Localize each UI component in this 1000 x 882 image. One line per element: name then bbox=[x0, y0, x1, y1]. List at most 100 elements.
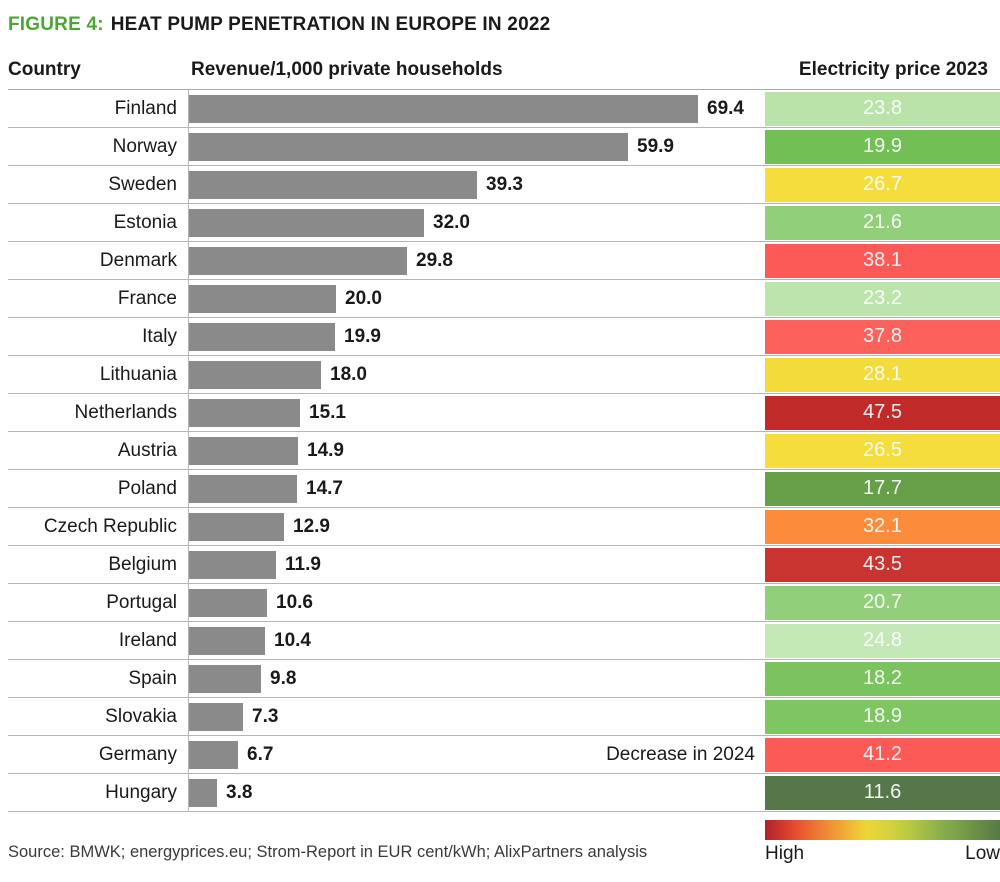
revenue-bar bbox=[189, 740, 238, 769]
revenue-bar bbox=[189, 246, 407, 275]
country-label: Slovakia bbox=[105, 705, 177, 727]
electricity-price-cell: 23.2 bbox=[765, 281, 1000, 316]
figure-number-label: FIGURE 4: bbox=[8, 14, 104, 35]
country-label: Estonia bbox=[113, 211, 177, 233]
revenue-value-label: 11.9 bbox=[285, 553, 321, 575]
country-label: Norway bbox=[112, 135, 177, 157]
electricity-price-cell: 24.8 bbox=[765, 623, 1000, 658]
country-label: Lithuania bbox=[99, 363, 177, 385]
electricity-price-cell: 28.1 bbox=[765, 357, 1000, 392]
bar-area: 14.9 bbox=[188, 432, 765, 469]
column-headers: Country Revenue/1,000 private households… bbox=[8, 52, 1000, 90]
country-label: Sweden bbox=[108, 173, 177, 195]
bar-area: 7.3 bbox=[188, 698, 765, 735]
country-label: France bbox=[117, 287, 177, 309]
electricity-price-cell: 17.7 bbox=[765, 471, 1000, 506]
table-row: Hungary 3.8 11.6 bbox=[8, 774, 1000, 812]
revenue-value-label: 7.3 bbox=[252, 705, 279, 727]
table-row: Poland 14.7 17.7 bbox=[8, 470, 1000, 508]
table-row: Austria 14.9 26.5 bbox=[8, 432, 1000, 470]
country-label: Belgium bbox=[108, 553, 177, 575]
table-row: Denmark 29.8 38.1 bbox=[8, 242, 1000, 280]
bar-area: 59.9 bbox=[188, 128, 765, 165]
electricity-price-cell: 20.7 bbox=[765, 585, 1000, 620]
revenue-bar bbox=[189, 436, 298, 465]
country-label: Poland bbox=[117, 477, 177, 499]
revenue-value-label: 6.7 bbox=[247, 743, 274, 765]
table-row: Spain 9.8 18.2 bbox=[8, 660, 1000, 698]
revenue-bar bbox=[189, 94, 698, 123]
bar-area: 20.0 bbox=[188, 280, 765, 317]
table-row: Slovakia 7.3 18.9 bbox=[8, 698, 1000, 736]
country-label: Portugal bbox=[106, 591, 177, 613]
bar-area: 18.0 bbox=[188, 356, 765, 393]
electricity-price-cell: 11.6 bbox=[765, 775, 1000, 810]
revenue-value-label: 12.9 bbox=[293, 515, 330, 537]
annotation-note: Decrease in 2024 bbox=[606, 743, 755, 765]
table-row: Czech Republic 12.9 32.1 bbox=[8, 508, 1000, 546]
table-row: Finland 69.4 23.8 bbox=[8, 90, 1000, 128]
bar-area: 10.4 bbox=[188, 622, 765, 659]
revenue-value-label: 14.9 bbox=[307, 439, 344, 461]
table-row: France 20.0 23.2 bbox=[8, 280, 1000, 318]
country-label: Ireland bbox=[118, 629, 177, 651]
table-row: Portugal 10.6 20.7 bbox=[8, 584, 1000, 622]
revenue-value-label: 29.8 bbox=[416, 249, 453, 271]
revenue-bar bbox=[189, 664, 261, 693]
revenue-value-label: 14.7 bbox=[306, 477, 343, 499]
revenue-bar bbox=[189, 132, 628, 161]
figure-title-text: HEAT PUMP PENETRATION IN EUROPE IN 2022 bbox=[110, 14, 551, 35]
country-label: Denmark bbox=[99, 249, 177, 271]
table-row: Netherlands 15.1 47.5 bbox=[8, 394, 1000, 432]
electricity-price-cell: 18.2 bbox=[765, 661, 1000, 696]
table-row: Sweden 39.3 26.7 bbox=[8, 166, 1000, 204]
bar-area: 11.9 bbox=[188, 546, 765, 583]
country-label: Germany bbox=[98, 743, 177, 765]
revenue-bar bbox=[189, 474, 297, 503]
revenue-value-label: 3.8 bbox=[226, 781, 253, 803]
table-row: Germany 6.7 Decrease in 2024 41.2 bbox=[8, 736, 1000, 774]
chart-footer: Source: BMWK; energyprices.eu; Strom-Rep… bbox=[8, 820, 1000, 865]
bar-area: 12.9 bbox=[188, 508, 765, 545]
electricity-price-cell: 38.1 bbox=[765, 243, 1000, 278]
table-row: Belgium 11.9 43.5 bbox=[8, 546, 1000, 584]
gradient-scale-bar bbox=[765, 820, 1000, 840]
bar-area: 3.8 bbox=[188, 774, 765, 811]
revenue-bar bbox=[189, 208, 424, 237]
country-label: Hungary bbox=[105, 781, 177, 803]
revenue-bar bbox=[189, 360, 321, 389]
bar-area: 6.7 Decrease in 2024 bbox=[188, 736, 765, 773]
revenue-value-label: 39.3 bbox=[486, 173, 523, 195]
chart-table: Finland 69.4 23.8 Norway 59.9 19.9 Swede… bbox=[8, 90, 1000, 812]
bar-area: 10.6 bbox=[188, 584, 765, 621]
electricity-price-cell: 21.6 bbox=[765, 205, 1000, 240]
electricity-price-cell: 19.9 bbox=[765, 129, 1000, 164]
revenue-bar bbox=[189, 702, 243, 731]
price-color-legend: High Low bbox=[765, 820, 1000, 865]
figure-page: FIGURE 4: HEAT PUMP PENETRATION IN EUROPE… bbox=[8, 0, 1000, 865]
country-label: Spain bbox=[128, 667, 177, 689]
table-row: Norway 59.9 19.9 bbox=[8, 128, 1000, 166]
bar-area: 19.9 bbox=[188, 318, 765, 355]
bar-area: 39.3 bbox=[188, 166, 765, 203]
table-row: Ireland 10.4 24.8 bbox=[8, 622, 1000, 660]
revenue-bar bbox=[189, 170, 477, 199]
bar-area: 29.8 bbox=[188, 242, 765, 279]
bar-area: 15.1 bbox=[188, 394, 765, 431]
figure-title: FIGURE 4: HEAT PUMP PENETRATION IN EUROPE… bbox=[8, 14, 1000, 36]
revenue-value-label: 18.0 bbox=[330, 363, 367, 385]
electricity-price-cell: 41.2 bbox=[765, 737, 1000, 772]
electricity-price-cell: 43.5 bbox=[765, 547, 1000, 582]
header-electricity-price: Electricity price 2023 bbox=[798, 59, 988, 80]
revenue-bar bbox=[189, 398, 300, 427]
revenue-bar bbox=[189, 284, 336, 313]
country-label: Czech Republic bbox=[43, 515, 177, 537]
table-row: Italy 19.9 37.8 bbox=[8, 318, 1000, 356]
revenue-value-label: 9.8 bbox=[270, 667, 297, 689]
revenue-bar bbox=[189, 778, 217, 807]
bar-area: 9.8 bbox=[188, 660, 765, 697]
country-label: Netherlands bbox=[74, 401, 177, 423]
country-label: Italy bbox=[142, 325, 177, 347]
country-label: Austria bbox=[117, 439, 177, 461]
revenue-value-label: 10.6 bbox=[276, 591, 313, 613]
